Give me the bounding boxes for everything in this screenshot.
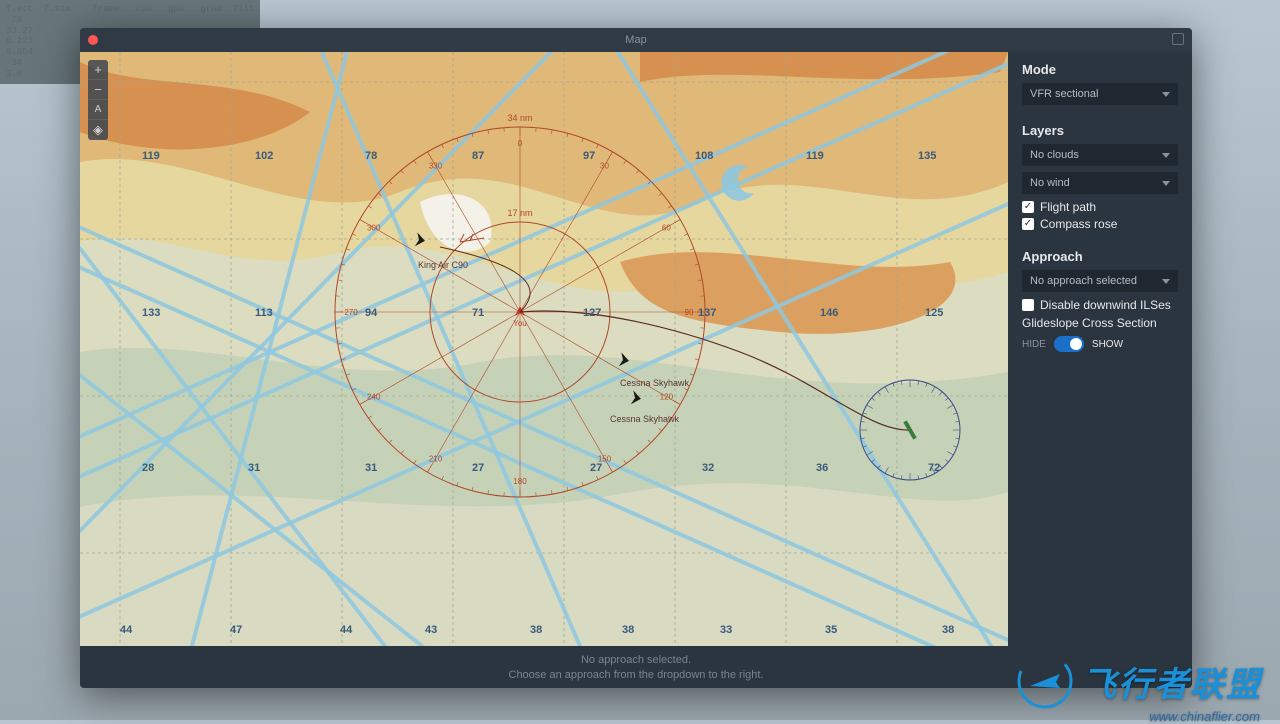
watermark-text: 飞行者联盟	[1082, 657, 1262, 706]
checkbox-icon	[1022, 299, 1034, 311]
disable-ils-checkbox-row[interactable]: Disable downwind ILSes	[1022, 298, 1178, 312]
svg-text:120: 120	[660, 393, 674, 402]
elevation-label: 102	[255, 150, 273, 162]
glideslope-toggle[interactable]	[1054, 336, 1084, 352]
elevation-label: 137	[698, 307, 716, 319]
svg-text:240: 240	[367, 393, 381, 402]
mode-select[interactable]: VFR sectional	[1022, 83, 1178, 105]
svg-text:180: 180	[513, 477, 527, 486]
map-window: Map 030609012015018021024027030033034 nm…	[80, 28, 1192, 688]
svg-text:30: 30	[600, 162, 609, 171]
svg-text:330: 330	[429, 162, 443, 171]
svg-text:60: 60	[662, 224, 671, 233]
chevron-down-icon	[1162, 92, 1170, 97]
elevation-label: 87	[472, 150, 484, 162]
elevation-label: 72	[928, 462, 940, 474]
zoom-in-button[interactable]: +	[88, 60, 108, 80]
layers-section: Layers No clouds No wind ✓ Flight path ✓…	[1022, 123, 1178, 231]
titlebar[interactable]: Map	[80, 28, 1192, 52]
elevation-label: 71	[472, 307, 484, 319]
map-canvas[interactable]: 030609012015018021024027030033034 nm17 n…	[80, 52, 1008, 646]
approach-title: Approach	[1022, 249, 1178, 264]
elevation-label: 27	[590, 462, 602, 474]
elevation-label: 97	[583, 150, 595, 162]
elevation-label: 44	[120, 624, 132, 636]
elevation-label: 119	[142, 150, 160, 162]
layers-title: Layers	[1022, 123, 1178, 138]
close-icon[interactable]	[88, 35, 98, 45]
elevation-label: 35	[825, 624, 837, 636]
elevation-label: 31	[365, 462, 377, 474]
chevron-down-icon	[1162, 181, 1170, 186]
elevation-label: 27	[472, 462, 484, 474]
elevation-label: 127	[583, 307, 601, 319]
elevation-label: 78	[365, 150, 377, 162]
approach-select[interactable]: No approach selected	[1022, 270, 1178, 292]
elevation-label: 113	[255, 307, 273, 319]
svg-text:300: 300	[367, 224, 381, 233]
elevation-label: 38	[942, 624, 954, 636]
elevation-label: 119	[806, 150, 824, 162]
elevation-label: 146	[820, 307, 838, 319]
elevation-label: 38	[530, 624, 542, 636]
aircraft-label: Cessna Skyhawk	[610, 414, 679, 424]
compass-rose-checkbox-row[interactable]: ✓ Compass rose	[1022, 217, 1178, 231]
elevation-label: 135	[918, 150, 936, 162]
elevation-label: 94	[365, 307, 377, 319]
elevation-label: 31	[248, 462, 260, 474]
chevron-down-icon	[1162, 279, 1170, 284]
svg-text:34 nm: 34 nm	[507, 113, 532, 123]
elevation-label: 32	[702, 462, 714, 474]
elevation-label: 44	[340, 624, 352, 636]
svg-text:90: 90	[685, 308, 694, 317]
sidebar: Mode VFR sectional Layers No clouds No w…	[1008, 52, 1192, 648]
watermark-url: www.chinaflier.com	[1149, 709, 1260, 724]
center-button[interactable]: A	[88, 100, 108, 120]
window-title: Map	[625, 34, 646, 46]
flight-path-checkbox-row[interactable]: ✓ Flight path	[1022, 200, 1178, 214]
svg-text:0: 0	[518, 139, 523, 148]
show-label: SHOW	[1092, 339, 1123, 350]
elevation-label: 108	[695, 150, 713, 162]
aircraft-label: Cessna Skyhawk	[620, 378, 689, 388]
hide-label: HIDE	[1022, 339, 1046, 350]
svg-text:17 nm: 17 nm	[507, 208, 532, 218]
approach-section: Approach No approach selected Disable do…	[1022, 249, 1178, 352]
footer-line1: No approach selected.	[581, 653, 691, 668]
plane-logo-icon	[1016, 652, 1074, 710]
map-toolbar: + − A ◈	[88, 60, 108, 140]
mode-section: Mode VFR sectional	[1022, 62, 1178, 105]
elevation-label: 38	[622, 624, 634, 636]
elevation-label: 43	[425, 624, 437, 636]
checkbox-icon: ✓	[1022, 218, 1034, 230]
watermark: 飞行者联盟 www.chinaflier.com	[1016, 652, 1262, 710]
svg-text:210: 210	[429, 454, 443, 463]
layers-button[interactable]: ◈	[88, 120, 108, 140]
chevron-down-icon	[1162, 153, 1170, 158]
elevation-label: 33	[720, 624, 732, 636]
wind-select[interactable]: No wind	[1022, 172, 1178, 194]
footer-line2: Choose an approach from the dropdown to …	[509, 668, 764, 683]
elevation-label: 125	[925, 307, 943, 319]
map-svg: 030609012015018021024027030033034 nm17 n…	[80, 52, 1008, 646]
glideslope-label: Glideslope Cross Section	[1022, 316, 1178, 330]
aircraft-label: King Air C90	[418, 260, 468, 270]
maximize-icon[interactable]	[1172, 33, 1184, 45]
elevation-label: 47	[230, 624, 242, 636]
zoom-out-button[interactable]: −	[88, 80, 108, 100]
elevation-label: 28	[142, 462, 154, 474]
elevation-label: 36	[816, 462, 828, 474]
mode-title: Mode	[1022, 62, 1178, 77]
checkbox-icon: ✓	[1022, 201, 1034, 213]
elevation-label: 133	[142, 307, 160, 319]
svg-text:You: You	[513, 319, 527, 328]
clouds-select[interactable]: No clouds	[1022, 144, 1178, 166]
svg-text:270: 270	[344, 308, 358, 317]
